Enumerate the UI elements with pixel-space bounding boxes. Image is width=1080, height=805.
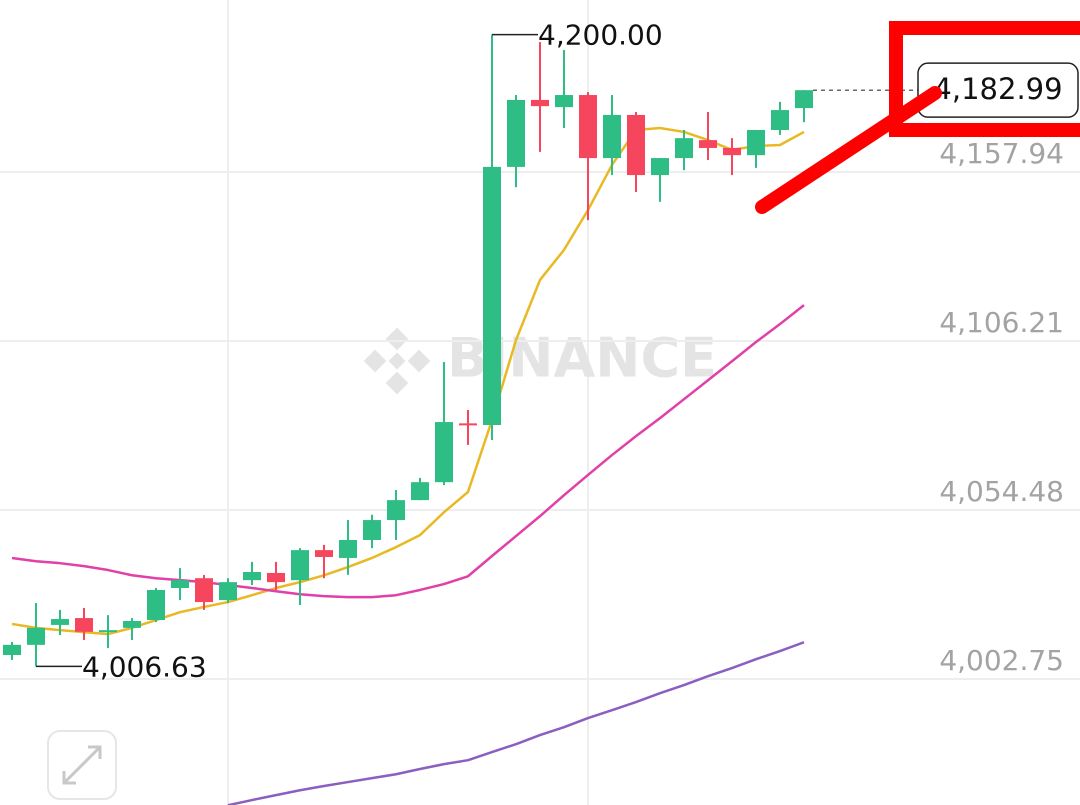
candle-body (75, 618, 93, 632)
candle-body (795, 90, 813, 109)
y-tick-label: 4,002.75 (939, 644, 1064, 677)
candle-body (99, 630, 117, 633)
candle-body (483, 166, 501, 425)
candle-body (555, 95, 573, 108)
last-price-box (917, 62, 1079, 118)
candle-body (603, 114, 621, 159)
candle-body (291, 550, 309, 581)
low-label: 4,006.63 (82, 650, 207, 683)
expand-icon (62, 745, 102, 785)
candle-body (267, 572, 285, 583)
high-label: 4,200.00 (538, 19, 663, 52)
candle-body (195, 578, 213, 603)
y-tick-label: 4,106.21 (939, 306, 1064, 339)
candle-body (627, 114, 645, 176)
candle-body (3, 644, 21, 655)
candle-body (699, 140, 717, 148)
y-tick-label: 4,157.94 (939, 137, 1064, 170)
candle-body (747, 129, 765, 156)
highlight-box (889, 21, 1080, 137)
y-tick-label: 4,054.48 (939, 475, 1064, 508)
watermark-logo (363, 327, 431, 395)
candle-body (219, 582, 237, 601)
moving-average-line (11, 304, 805, 599)
moving-average-line (227, 641, 805, 805)
candle-body (771, 110, 789, 130)
candle-body (651, 158, 669, 176)
candle-body (123, 621, 141, 628)
candle-body (27, 627, 45, 645)
candle-body (531, 99, 549, 107)
candle-body (315, 550, 333, 557)
candle-body (459, 423, 477, 426)
moving-average-line (11, 126, 805, 636)
candle-body (579, 95, 597, 159)
candle-body (51, 619, 69, 625)
highlight-arrow (755, 86, 942, 214)
candle-body (507, 99, 525, 167)
candle-body (723, 147, 741, 156)
candle-body (171, 580, 189, 589)
candle-body (147, 589, 165, 621)
candle-body (675, 138, 693, 159)
last-price-label: 4,182.99 (933, 72, 1062, 106)
candle-body (339, 539, 357, 558)
candle-body (387, 500, 405, 521)
candle-body (243, 572, 261, 581)
candle-body (363, 520, 381, 540)
candle-body (411, 482, 429, 501)
candle-body (435, 422, 453, 483)
